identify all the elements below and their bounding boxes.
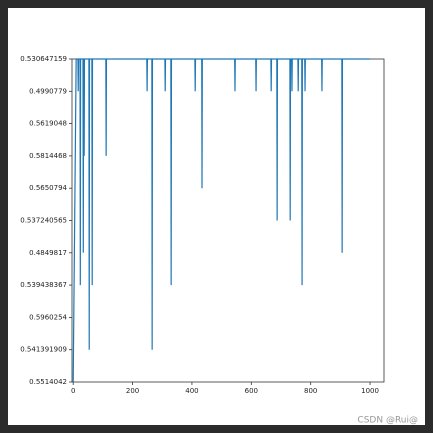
y-tick-label: 0.530647159 (20, 55, 67, 63)
y-tick-label: 0.5619048 (29, 120, 67, 128)
x-tick-label: 200 (126, 387, 139, 395)
y-tick-label: 0.537240565 (20, 217, 67, 225)
y-tick-label: 0.5814468 (29, 152, 67, 160)
y-tick-label: 0.4849817 (29, 249, 67, 257)
y-tick-label: 0.5960254 (29, 313, 67, 321)
y-tick-label: 0.4990779 (29, 87, 67, 95)
panel (8, 8, 425, 425)
x-tick-label: 600 (245, 387, 258, 395)
y-tick-label: 0.5650794 (29, 184, 67, 192)
x-tick-label: 800 (304, 387, 317, 395)
y-tick-label: 0.541391909 (20, 346, 67, 354)
x-tick-label: 0 (71, 387, 75, 395)
y-tick-label: 0.5514042 (29, 378, 67, 386)
watermark: CSDN @Rui@ (357, 416, 418, 426)
x-tick-label: 1000 (361, 387, 379, 395)
x-tick-label: 400 (185, 387, 198, 395)
y-tick-label: 0.539438367 (20, 281, 67, 289)
line (72, 58, 371, 383)
